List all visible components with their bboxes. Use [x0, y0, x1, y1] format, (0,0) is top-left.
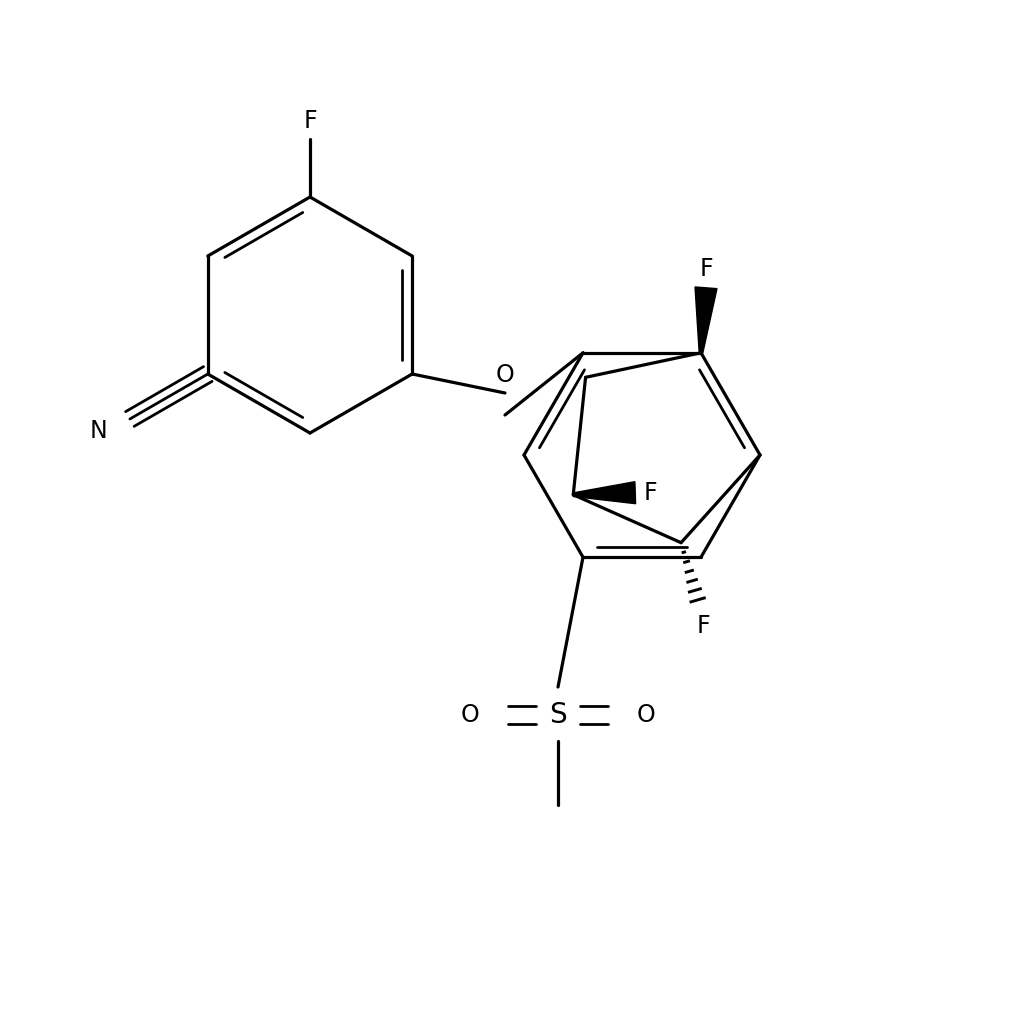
Text: F: F [303, 109, 316, 134]
Text: O: O [636, 703, 655, 727]
Text: F: F [643, 480, 656, 505]
Text: N: N [89, 419, 107, 443]
Text: O: O [460, 703, 478, 727]
Text: O: O [495, 363, 514, 387]
Text: F: F [699, 257, 712, 280]
Text: F: F [696, 614, 709, 638]
Polygon shape [695, 287, 716, 353]
Polygon shape [572, 481, 635, 504]
Text: S: S [549, 701, 566, 729]
